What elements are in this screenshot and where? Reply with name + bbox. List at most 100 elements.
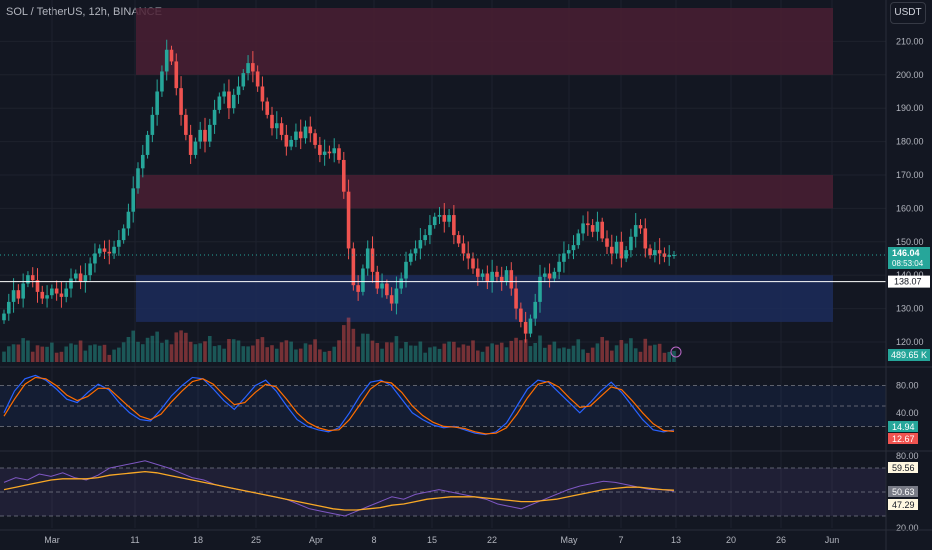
candle-body <box>11 290 16 302</box>
rsi-tick-label: 20.00 <box>896 523 919 533</box>
volume-bar <box>356 346 360 362</box>
candle-body <box>485 273 490 282</box>
price-tick-label: 170.00 <box>896 170 924 180</box>
time-tick-label: 22 <box>487 535 497 545</box>
rsi-badge-value: 59.56 <box>892 463 915 473</box>
volume-bar <box>107 354 112 362</box>
volume-bar <box>653 344 657 362</box>
stoch-series-line <box>3 376 675 435</box>
volume-bar <box>270 345 274 362</box>
volume-bar <box>169 344 174 362</box>
volume-bar <box>188 341 193 362</box>
candle-body <box>428 225 432 236</box>
candle-body <box>88 263 92 276</box>
volume-bar <box>380 348 384 362</box>
volume-bar <box>246 346 250 362</box>
time-tick-label: 15 <box>427 535 437 545</box>
time-tick-label: Mar <box>44 535 60 545</box>
volume-bar <box>193 344 198 362</box>
candle-body <box>50 288 54 296</box>
volume-bar <box>547 344 552 362</box>
candle-body <box>619 241 624 259</box>
volume-bar <box>260 337 265 362</box>
candle-body <box>222 91 226 97</box>
volume-bar <box>609 350 614 362</box>
candle-body <box>624 250 628 259</box>
volume-bar <box>662 352 667 362</box>
volume-bar <box>490 343 494 362</box>
volume-bar <box>370 340 375 362</box>
volume-badge-value: 489.65 K <box>891 350 927 360</box>
volume-bar <box>504 347 509 362</box>
candle-body <box>2 313 6 321</box>
candle-body <box>193 141 198 155</box>
volume-bar <box>117 347 121 362</box>
volume-bar <box>595 343 600 362</box>
price-tick-label: 180.00 <box>896 137 924 147</box>
volume-bar <box>26 340 30 362</box>
volume-bar <box>45 346 49 362</box>
volume-bar <box>160 342 164 362</box>
candle-body <box>605 238 609 247</box>
candle-body <box>600 221 605 239</box>
candle-body <box>121 228 126 241</box>
candle-body <box>164 49 169 72</box>
supply-zone <box>136 174 833 209</box>
rsi-badge-value: 50.63 <box>892 487 915 497</box>
candle-body <box>557 261 561 272</box>
volume-bar <box>322 351 327 362</box>
volume-bar <box>571 345 576 362</box>
candle-body <box>633 225 638 237</box>
candle-body <box>447 215 451 222</box>
volume-bar <box>207 336 212 362</box>
price-tick-label: 190.00 <box>896 103 924 113</box>
time-tick-label: 25 <box>251 535 261 545</box>
volume-bar <box>485 346 490 362</box>
volume-bar <box>88 345 92 362</box>
candle-body <box>576 233 581 246</box>
last-price-badge <box>888 246 930 269</box>
stoch-tick-label: 80.00 <box>896 381 919 391</box>
candle-body <box>318 144 322 155</box>
candle-body <box>648 248 652 256</box>
candle-body <box>408 253 413 262</box>
candle-body <box>380 283 384 289</box>
price-tick-label: 130.00 <box>896 304 924 314</box>
candle-body <box>346 191 351 249</box>
volume-bar <box>514 337 518 362</box>
volume-bar <box>227 339 231 362</box>
candle-body <box>653 250 657 256</box>
volume-bar <box>581 349 585 362</box>
volume-bar <box>619 340 624 362</box>
volume-bar <box>203 341 207 362</box>
volume-bar <box>83 350 88 362</box>
volume-bar <box>437 348 442 362</box>
candle-body <box>629 236 633 251</box>
level-badge-value: 138.07 <box>894 277 922 287</box>
candle-body <box>504 270 509 282</box>
price-tick-label: 120.00 <box>896 337 924 347</box>
stoch-series-line <box>3 374 675 436</box>
supply-zone <box>136 8 833 75</box>
last-price-value: 146.04 <box>892 248 920 258</box>
candle-body <box>356 285 360 292</box>
candle-body <box>547 273 552 279</box>
countdown-timer: 08:53:04 <box>892 259 924 268</box>
candle-body <box>174 61 179 89</box>
volume-bar <box>633 348 638 362</box>
price-tick-label: 140.00 <box>896 270 924 280</box>
volume-bar <box>624 343 628 362</box>
volume-bar <box>179 330 183 362</box>
candle-body <box>54 288 59 294</box>
candle-body <box>657 250 662 254</box>
candle-body <box>274 123 279 129</box>
volume-bar <box>50 342 54 362</box>
candle-body <box>145 134 150 155</box>
currency-button[interactable]: USDT <box>890 2 926 24</box>
volume-bar <box>614 345 619 362</box>
candle-body <box>461 243 466 254</box>
volume-bar <box>557 348 561 362</box>
candle-body <box>586 223 590 226</box>
volume-bar <box>542 347 547 362</box>
